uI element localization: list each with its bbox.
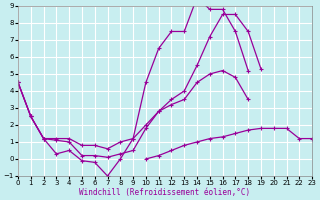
X-axis label: Windchill (Refroidissement éolien,°C): Windchill (Refroidissement éolien,°C) bbox=[79, 188, 251, 197]
